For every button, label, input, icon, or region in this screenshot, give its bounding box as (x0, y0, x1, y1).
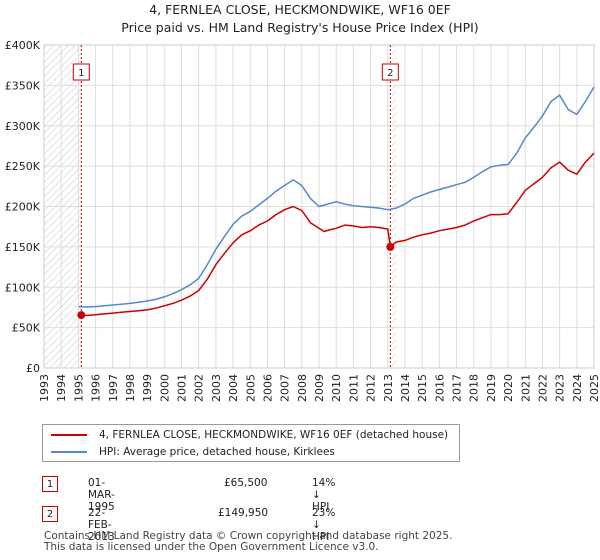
sale-row-2: 2 22-FEB-2013 £149,950 23% ↓ HPI (42, 504, 335, 543)
price-chart: 4, FERNLEA CLOSE, HECKMONDWIKE, WF16 0EF… (5, 2, 600, 402)
x-tick-label: 2021 (519, 374, 532, 402)
y-tick-label: £300K (5, 120, 41, 133)
x-tick-label: 2005 (244, 374, 257, 402)
sale-badge: 1 (42, 476, 58, 492)
sale-marker-label: 2 (387, 68, 393, 79)
x-tick-label: 1999 (141, 374, 154, 402)
sale-hpi-diff: 23% ↓ HPI (312, 507, 336, 543)
x-tick-label: 1993 (38, 374, 51, 402)
hpi-line (78, 86, 595, 308)
x-tick-label: 1995 (72, 374, 85, 402)
sale-price: £149,950 (218, 507, 269, 519)
y-tick-label: £50K (12, 322, 41, 335)
legend-label-hpi: HPI: Average price, detached house, Kirk… (99, 446, 335, 458)
x-tick-label: 1994 (55, 374, 68, 402)
footer: Contains HM Land Registry data © Crown c… (44, 531, 452, 553)
y-tick-label: £350K (5, 79, 41, 92)
x-tick-label: 2014 (399, 374, 412, 402)
property-price-line (81, 152, 595, 317)
sale-badge: 2 (42, 506, 58, 522)
x-tick-label: 2002 (193, 374, 206, 402)
x-tick-label: 2024 (571, 374, 584, 402)
x-tick-label: 2013 (382, 374, 395, 402)
x-tick-label: 1997 (107, 374, 120, 402)
legend-item-property: 4, FERNLEA CLOSE, HECKMONDWIKE, WF16 0EF… (51, 427, 448, 443)
x-tick-label: 2018 (468, 374, 481, 402)
legend: 4, FERNLEA CLOSE, HECKMONDWIKE, WF16 0EF… (42, 424, 460, 462)
x-tick-label: 2012 (365, 374, 378, 402)
sale-point (386, 242, 395, 251)
x-tick-label: 2017 (451, 374, 464, 402)
x-tick-label: 2025 (588, 374, 600, 402)
x-tick-label: 2023 (554, 374, 567, 402)
legend-swatch-property (51, 434, 87, 436)
x-tick-label: 1998 (124, 374, 137, 402)
y-tick-label: £100K (5, 281, 41, 294)
y-tick-label: £400K (5, 39, 41, 52)
x-tick-label: 2015 (416, 374, 429, 402)
x-tick-label: 2003 (210, 374, 223, 402)
y-tick-label: £150K (5, 241, 41, 254)
footer-copyright: Contains HM Land Registry data © Crown c… (44, 530, 453, 542)
chart-title: 4, FERNLEA CLOSE, HECKMONDWIKE, WF16 0EF (149, 2, 451, 17)
sale-marker-box (72, 63, 90, 81)
x-tick-label: 2000 (158, 374, 171, 402)
x-tick-label: 2019 (485, 374, 498, 402)
plot-frame (43, 44, 595, 369)
sale-marker-label: 1 (78, 68, 84, 79)
x-tick-label: 2001 (176, 374, 189, 402)
sale-marker-box (381, 63, 399, 81)
x-tick-label: 2016 (433, 374, 446, 402)
sale-point (77, 311, 86, 320)
x-tick-label: 2022 (536, 374, 549, 402)
y-tick-label: £0 (26, 362, 40, 375)
chart-subtitle: Price paid vs. HM Land Registry's House … (121, 20, 478, 35)
sale-date: 01-MAR-1995 (88, 477, 115, 513)
x-tick-label: 1996 (90, 374, 103, 402)
y-tick-label: £200K (5, 201, 41, 214)
x-tick-label: 2020 (502, 374, 515, 402)
x-tick-label: 2011 (347, 374, 360, 402)
sale-date: 22-FEB-2013 (88, 507, 115, 543)
sale-row-1: 1 01-MAR-1995 £65,500 14% ↓ HPI (42, 474, 335, 513)
legend-swatch-hpi (51, 451, 87, 453)
x-tick-label: 2006 (261, 374, 274, 402)
y-tick-label: £250K (5, 160, 41, 173)
x-tick-label: 2007 (279, 374, 292, 402)
x-tick-label: 2004 (227, 374, 240, 402)
legend-item-hpi: HPI: Average price, detached house, Kirk… (51, 444, 335, 460)
legend-label-property: 4, FERNLEA CLOSE, HECKMONDWIKE, WF16 0EF… (99, 429, 449, 441)
sale-price: £65,500 (224, 477, 268, 489)
sale-hpi-diff: 14% ↓ HPI (312, 477, 336, 513)
footer-licence: This data is licensed under the Open Gov… (44, 541, 379, 553)
x-tick-label: 2010 (330, 374, 343, 402)
x-tick-label: 2009 (313, 374, 326, 402)
x-tick-label: 2008 (296, 374, 309, 402)
